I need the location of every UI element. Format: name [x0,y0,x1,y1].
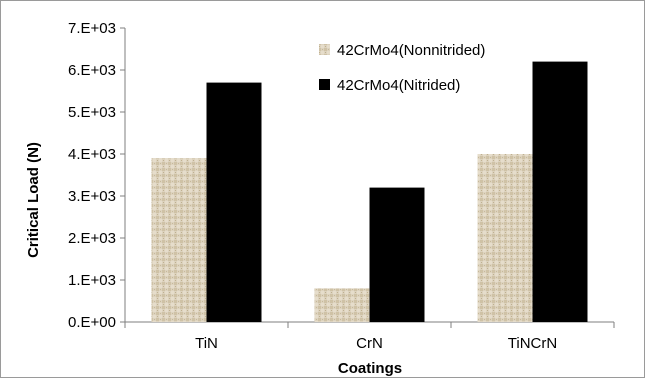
y-axis: 0.E+00 1.E+03 2.E+03 3.E+03 4.E+03 5.E+03 6.E+… [68,20,126,331]
legend-swatch [319,79,330,90]
legend-label: 42CrMo4(Nonnitrided) [337,42,485,59]
bar-nonnitrided-crn [314,288,370,322]
x-tick-label: TiN [195,335,218,352]
y-tick-label: 7.E+03 [68,20,116,37]
legend-swatch [319,44,330,55]
legend-label: 42CrMo4(Nitrided) [337,77,460,94]
y-tick-label: 0.E+00 [68,314,116,331]
bar-nitrided-tincrn [532,61,588,322]
bar-nitrided-crn [369,187,425,322]
y-axis-title: Critical Load (N) [25,142,42,258]
legend: 42CrMo4(Nonnitrided) 42CrMo4(Nitrided) [319,42,485,94]
y-tick-label: 3.E+03 [68,188,116,205]
y-tick-label: 5.E+03 [68,104,116,121]
y-tick-label: 2.E+03 [68,230,116,247]
y-tick-label: 1.E+03 [68,272,116,289]
x-tick-label: CrN [356,335,383,352]
bar-nonnitrided-tin [151,158,207,322]
bar-nonnitrided-tincrn [477,154,533,322]
y-tick-label: 6.E+03 [68,62,116,79]
x-tick-label: TiNCrN [508,335,557,352]
bar-nitrided-tin [206,82,262,322]
bars [151,61,588,322]
y-tick-label: 4.E+03 [68,146,116,163]
x-axis-title: Coatings [338,360,402,377]
